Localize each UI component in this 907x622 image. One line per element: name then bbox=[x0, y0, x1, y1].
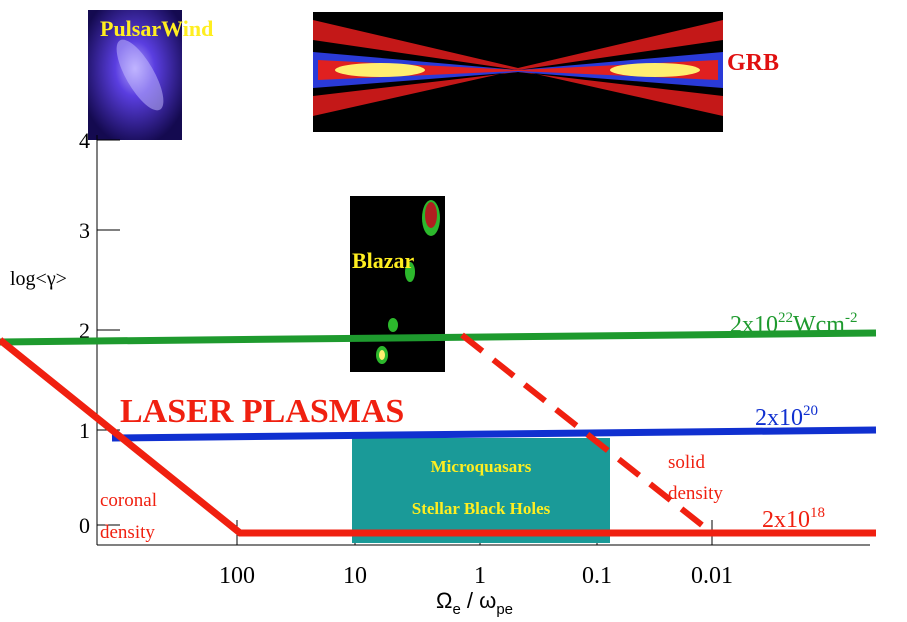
symbol: / ω bbox=[461, 588, 497, 613]
microquasar-box bbox=[352, 438, 610, 543]
label-exp: 22 bbox=[778, 310, 793, 326]
line-label: 2x1022Wcm-2 bbox=[730, 310, 857, 338]
grb-image bbox=[313, 12, 723, 132]
blob bbox=[379, 350, 385, 360]
label-unit: Wcm bbox=[793, 312, 845, 338]
y-axis-label: log<γ> bbox=[10, 268, 67, 290]
label-exp: 20 bbox=[803, 403, 818, 419]
line-label: 2x1018 bbox=[762, 505, 825, 533]
label-exp: -2 bbox=[845, 310, 858, 326]
symbol: Ω bbox=[436, 588, 452, 613]
subscript: pe bbox=[496, 601, 513, 618]
label-exp: 18 bbox=[810, 505, 825, 521]
x-tick-label: 0.01 bbox=[691, 563, 733, 589]
jet-core bbox=[335, 63, 425, 77]
image-label: Blazar bbox=[352, 248, 415, 273]
x-tick-label: 0.1 bbox=[582, 563, 612, 589]
y-tick-label: 3 bbox=[79, 218, 90, 243]
x-tick-labels: 100 10 1 0.1 0.01 bbox=[219, 563, 733, 589]
annotation: coronal bbox=[100, 490, 157, 511]
box-label: Stellar Black Holes bbox=[412, 499, 551, 518]
image-label: PulsarWind bbox=[100, 16, 213, 41]
jet-core bbox=[610, 63, 700, 77]
blazar-image bbox=[350, 196, 445, 372]
label-base: 2x10 bbox=[730, 312, 778, 338]
annotation: density bbox=[668, 483, 723, 504]
annotation: solid bbox=[668, 452, 705, 473]
y-tick-labels: 0 1 2 3 4 bbox=[79, 128, 90, 538]
label-base: 2x10 bbox=[755, 405, 803, 431]
subscript: e bbox=[452, 601, 460, 618]
x-tick-label: 1 bbox=[474, 563, 486, 589]
box-label: Microquasars bbox=[431, 457, 532, 476]
annotation: density bbox=[100, 522, 155, 543]
blob bbox=[425, 202, 437, 228]
diagram: PulsarWind GRB Blazar 0 1 bbox=[0, 0, 907, 622]
x-axis-label: Ωe / ωpe bbox=[436, 588, 513, 618]
line-label: 2x1020 bbox=[755, 403, 818, 431]
y-tick-label: 0 bbox=[79, 513, 90, 538]
x-tick-label: 10 bbox=[343, 563, 367, 589]
region-title: LASER PLASMAS bbox=[120, 393, 404, 430]
x-tick-label: 100 bbox=[219, 563, 255, 589]
label-base: 2x10 bbox=[762, 507, 810, 533]
image-label: GRB bbox=[727, 50, 779, 76]
blob bbox=[388, 318, 398, 332]
y-tick-label: 4 bbox=[79, 128, 90, 153]
y-tick-label: 1 bbox=[79, 418, 90, 443]
intensity-line bbox=[112, 430, 876, 438]
